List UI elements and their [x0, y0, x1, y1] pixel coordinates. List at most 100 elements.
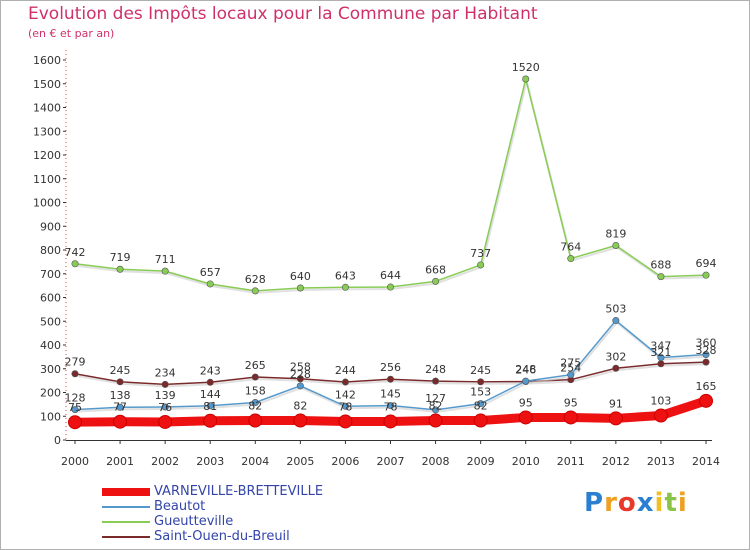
data-label: 328 [696, 344, 717, 357]
data-label: 302 [605, 350, 626, 363]
x-tick-label: 2014 [692, 455, 720, 468]
data-point [477, 261, 485, 269]
data-point [563, 410, 578, 425]
data-label: 144 [200, 388, 221, 401]
legend-label: Saint-Ouen-du-Breuil [154, 529, 290, 544]
data-point [567, 371, 575, 379]
data-label: 77 [113, 401, 127, 414]
data-label: 95 [564, 396, 578, 409]
data-point [657, 360, 665, 368]
data-point [522, 75, 530, 83]
data-label: 688 [650, 259, 671, 272]
y-tick-label: 700 [40, 268, 61, 281]
data-label: 737 [470, 247, 491, 260]
data-label: 1520 [512, 61, 540, 74]
data-label: 244 [335, 364, 356, 377]
x-tick-label: 2011 [557, 455, 585, 468]
y-tick-label: 1100 [33, 173, 61, 186]
data-label: 668 [425, 263, 446, 276]
data-label: 742 [65, 246, 86, 259]
data-label: 78 [338, 400, 352, 413]
data-label: 128 [65, 392, 86, 405]
x-tick-label: 2000 [61, 455, 89, 468]
data-point [432, 406, 440, 414]
x-tick-label: 2008 [422, 455, 450, 468]
data-label: 75 [68, 401, 82, 414]
data-label: 76 [158, 401, 172, 414]
data-point [71, 406, 79, 414]
data-label: 279 [65, 356, 86, 369]
data-label: 139 [155, 389, 176, 402]
x-tick-label: 2006 [331, 455, 359, 468]
data-point [161, 403, 169, 411]
data-label: 234 [155, 366, 176, 379]
data-point [702, 350, 710, 358]
y-tick-label: 100 [40, 410, 61, 423]
logo-letter: r [604, 488, 618, 518]
x-tick-label: 2012 [602, 455, 630, 468]
data-point [71, 260, 79, 268]
data-point [293, 413, 308, 428]
data-label: 228 [290, 368, 311, 381]
logo-letter: i [654, 488, 665, 518]
chart-title: Evolution des Impôts locaux pour la Comm… [28, 4, 538, 24]
legend-swatch [102, 506, 150, 508]
data-point [203, 413, 218, 428]
data-label: 254 [560, 362, 581, 375]
y-tick-label: 200 [40, 387, 61, 400]
legend-label: VARNEVILLE-BRETTEVILLE [154, 484, 324, 499]
data-point [657, 273, 665, 281]
y-tick-label: 300 [40, 363, 61, 376]
legend-label: Beautot [154, 499, 206, 514]
data-point [251, 398, 259, 406]
data-label: 243 [200, 364, 221, 377]
data-label: 246 [515, 364, 536, 377]
logo-letter: o [617, 488, 637, 518]
data-label: 127 [425, 392, 446, 405]
data-point [116, 378, 124, 386]
data-label: 153 [470, 386, 491, 399]
data-label: 503 [605, 303, 626, 316]
y-tick-label: 900 [40, 220, 61, 233]
y-tick-label: 1600 [33, 54, 61, 67]
x-tick-label: 2001 [106, 455, 134, 468]
data-label: 138 [110, 389, 131, 402]
data-point [113, 414, 128, 429]
data-label: 82 [293, 400, 307, 413]
data-point [341, 283, 349, 291]
logo-letter: t [664, 488, 678, 518]
data-label: 145 [380, 388, 401, 401]
data-point [653, 408, 668, 423]
data-point [432, 377, 440, 385]
data-point [612, 364, 620, 372]
data-point [116, 403, 124, 411]
data-point [161, 267, 169, 275]
data-label: 103 [650, 395, 671, 408]
data-label: 78 [384, 400, 398, 413]
x-tick-label: 2009 [467, 455, 495, 468]
series-layer [68, 75, 713, 430]
data-point [158, 414, 173, 429]
data-label: 142 [335, 388, 356, 401]
x-tick-label: 2013 [647, 455, 675, 468]
data-point [248, 413, 263, 428]
y-tick-label: 1500 [33, 78, 61, 91]
chart-subtitle: (en € et par an) [28, 27, 115, 40]
data-point [296, 284, 304, 292]
data-label: 82 [248, 400, 262, 413]
logo-letter: x [636, 488, 655, 518]
y-tick-label: 1200 [33, 149, 61, 162]
data-point [386, 375, 394, 383]
data-label: 275 [560, 357, 581, 370]
y-tick-label: 800 [40, 244, 61, 257]
data-label: 628 [245, 273, 266, 286]
data-label: 321 [650, 346, 671, 359]
data-label: 640 [290, 270, 311, 283]
data-point [383, 414, 398, 429]
data-point [657, 354, 665, 362]
y-tick-label: 1400 [33, 102, 61, 115]
data-point [702, 271, 710, 279]
data-label: 82 [429, 400, 443, 413]
